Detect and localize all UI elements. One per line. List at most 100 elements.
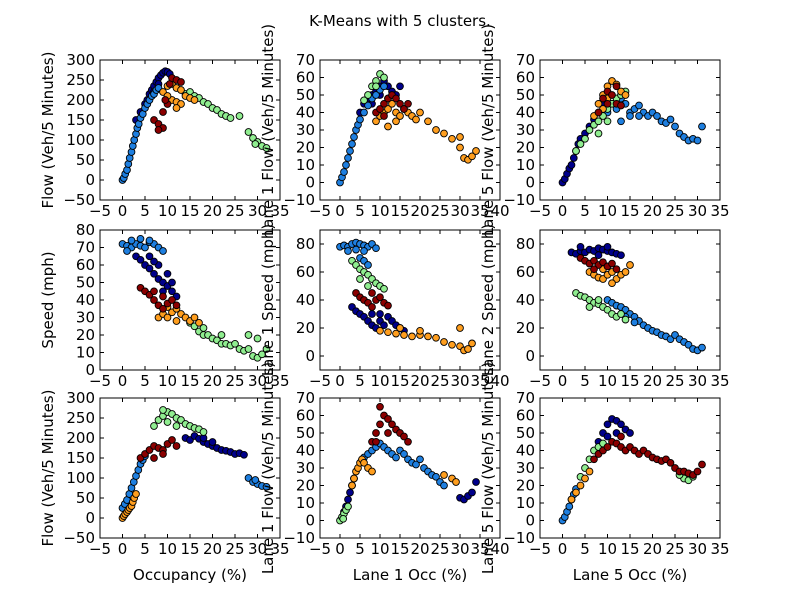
xtick-label-p23-8: 35 <box>710 372 729 390</box>
xtick-label-p13-4: 15 <box>620 202 639 220</box>
xtick-label-p32-7: 30 <box>450 540 469 558</box>
ytick-label-p13-5: 40 <box>516 104 535 122</box>
point-p12-cluster4-1 <box>376 105 384 113</box>
ytick-label-p22-3: 60 <box>296 263 315 281</box>
point-p31-cluster0-13 <box>240 450 248 459</box>
xtick-label-p21-6: 25 <box>225 372 244 390</box>
xtick-label-p23-6: 25 <box>665 372 684 390</box>
ylabel-p33: Lane 5 Flow (Veh/5 Minutes) <box>479 362 497 574</box>
point-p21-cluster0-10 <box>145 252 154 261</box>
point-p32-cluster4-8 <box>400 432 408 441</box>
point-p32-cluster4-4 <box>384 415 392 423</box>
points-p21 <box>118 234 271 362</box>
ylabel-p13: Lane 5 Flow (Veh/5 Minutes) <box>479 24 497 236</box>
point-p31-cluster2-12 <box>163 418 172 426</box>
xtick-label-p23-1: 0 <box>558 372 568 390</box>
point-p12-cluster2-0 <box>364 91 372 99</box>
point-p32-cluster3-10 <box>452 478 460 486</box>
points-p32 <box>336 402 480 525</box>
point-p12-cluster4-5 <box>392 94 400 103</box>
point-p21-cluster4-9 <box>150 287 158 296</box>
point-p32-cluster2-4 <box>344 502 352 511</box>
point-p21-cluster3-2 <box>163 313 172 322</box>
point-p33-cluster3-0 <box>567 495 576 504</box>
xtick-label-p32-3: 10 <box>370 540 389 558</box>
point-p12-cluster3-3 <box>384 105 392 113</box>
xtick-label-p11-6: 25 <box>225 202 244 220</box>
point-p12-cluster4-7 <box>400 105 408 113</box>
xtick-label-p33-8: 35 <box>710 540 729 558</box>
point-p22-cluster3-4 <box>408 332 416 341</box>
point-p33-cluster4-0 <box>590 455 598 464</box>
ytick-label-p31-5: 200 <box>66 429 95 447</box>
xtick-label-p31-6: 25 <box>225 540 244 558</box>
panel-p31: −5 0 5 10 15 20 25 30 35−50050100150200250300Flo… <box>39 389 290 584</box>
point-p12-cluster3-0 <box>372 117 380 126</box>
point-p22-cluster0-14 <box>368 310 376 318</box>
point-p22-cluster3-8 <box>440 338 448 346</box>
point-p31-cluster2-13 <box>172 422 181 430</box>
point-p11-cluster4-9 <box>154 126 163 134</box>
point-p12-cluster2-6 <box>372 82 380 91</box>
point-p12-cluster2-5 <box>360 96 368 105</box>
ytick-label-p32-1: 0 <box>305 512 315 530</box>
point-p33-cluster0-5 <box>617 420 625 429</box>
point-p22-cluster3-14 <box>456 324 464 332</box>
xtick-label-p32-2: 5 <box>355 540 365 558</box>
point-p21-cluster0-3 <box>145 264 154 273</box>
xtick-label-p33-1: 0 <box>558 540 568 558</box>
xtick-label-p31-2: 5 <box>140 540 150 558</box>
point-p22-cluster0-8 <box>380 321 388 330</box>
xtick-label-p21-0: −5 <box>89 372 111 390</box>
ytick-label-p11-5: 200 <box>66 91 95 109</box>
ytick-label-p12-2: 10 <box>296 156 315 174</box>
ytick-label-p23-3: 60 <box>516 263 535 281</box>
point-p23-cluster0-13 <box>594 251 603 260</box>
ytick-label-p21-5: 50 <box>76 274 95 292</box>
point-p32-cluster3-8 <box>368 467 376 476</box>
ytick-label-p32-4: 30 <box>296 459 315 477</box>
point-p22-cluster3-0 <box>376 326 384 335</box>
xtick-label-p13-0: −5 <box>529 202 551 220</box>
point-p22-cluster1-11 <box>352 245 360 254</box>
point-p32-cluster1-8 <box>392 453 400 462</box>
ytick-label-p12-0: −10 <box>283 191 315 209</box>
point-p21-cluster4-10 <box>159 292 167 301</box>
point-p22-cluster3-2 <box>392 329 400 338</box>
ytick-label-p13-6: 50 <box>516 86 535 104</box>
xtick-label-p32-8: 35 <box>470 540 489 558</box>
point-p12-cluster3-23 <box>392 117 400 126</box>
ytick-label-p11-1: 0 <box>85 171 95 189</box>
xtick-label-p22-2: 5 <box>355 372 365 390</box>
ytick-label-p31-0: −50 <box>63 529 95 547</box>
xtick-label-p31-1: 0 <box>118 540 128 558</box>
point-p13-cluster4-0 <box>594 108 603 117</box>
point-p22-cluster2-8 <box>380 284 388 293</box>
ytick-label-p32-2: 10 <box>296 494 315 512</box>
xtick-label-p31-7: 30 <box>248 540 267 558</box>
point-p33-cluster3-3 <box>581 474 589 483</box>
ytick-label-p13-7: 60 <box>516 69 535 87</box>
point-p22-cluster3-1 <box>384 328 392 337</box>
point-p23-cluster1-21 <box>698 343 706 352</box>
point-p12-cluster1-14 <box>372 91 380 99</box>
point-p33-cluster4-25 <box>617 432 625 441</box>
xtick-label-p13-1: 0 <box>558 202 568 220</box>
xtick-label-p22-4: 15 <box>390 372 409 390</box>
xtick-label-p33-7: 30 <box>688 540 707 558</box>
ytick-label-p33-0: −10 <box>503 529 535 547</box>
point-p12-cluster3-22 <box>384 122 392 131</box>
point-p32-cluster3-11 <box>440 471 448 479</box>
point-p13-cluster4-3 <box>608 91 616 99</box>
point-p32-cluster0-3 <box>346 488 354 497</box>
point-p23-cluster4-7 <box>608 259 616 268</box>
point-p12-cluster3-4 <box>388 99 396 108</box>
point-p23-cluster2-13 <box>594 296 603 304</box>
points-p11 <box>118 67 271 184</box>
point-p22-cluster1-15 <box>364 261 372 269</box>
point-p21-cluster2-16 <box>258 350 266 359</box>
point-p22-cluster3-3 <box>400 331 408 339</box>
ytick-label-p22-4: 80 <box>296 235 315 253</box>
